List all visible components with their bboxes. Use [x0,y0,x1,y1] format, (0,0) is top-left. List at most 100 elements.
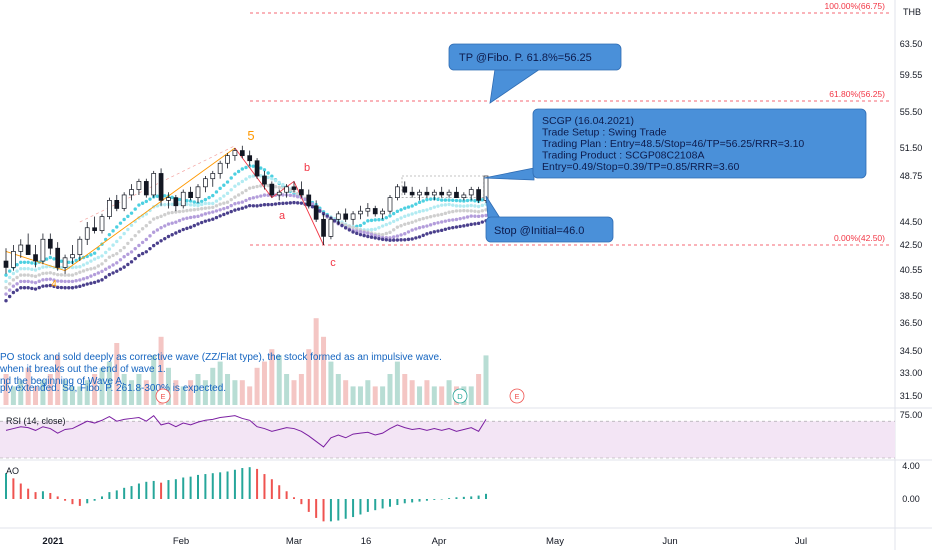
candle[interactable] [136,178,142,195]
candle[interactable] [299,181,304,198]
stop-callout[interactable]: Stop @Initial=46.0 [485,195,614,243]
candle[interactable] [284,184,289,198]
candle[interactable] [276,189,282,201]
setup-callout[interactable]: SCGP (16.04.2021)Trade Setup : Swing Tra… [483,108,867,181]
candle[interactable] [417,189,422,201]
candle[interactable] [151,170,157,198]
ma-dot [399,233,403,237]
candle[interactable] [468,186,474,201]
candle[interactable] [47,233,53,255]
event-marker[interactable]: E [509,388,525,404]
candle-body [99,216,105,231]
ma-dot [439,220,444,224]
candle[interactable] [291,181,297,193]
candles[interactable] [3,145,489,274]
candle[interactable] [129,184,134,201]
tp-callout[interactable]: TP @Fibo. P. 61.8%=56.25 [448,43,622,104]
candle[interactable] [424,186,430,198]
ma-dot [469,222,473,227]
ao-bar [300,499,303,505]
candle[interactable] [476,186,481,204]
candle[interactable] [431,189,437,201]
candle[interactable] [55,242,61,271]
ma-dot [203,206,208,210]
candle[interactable] [358,205,363,220]
candle[interactable] [239,145,245,159]
candle[interactable] [372,205,378,217]
event-marker-letter: E [160,392,165,401]
candle[interactable] [203,176,208,193]
candle[interactable] [173,194,179,212]
candle[interactable] [461,192,467,201]
ma-dot [384,238,389,242]
ma-dot [170,221,174,225]
candle[interactable] [402,181,408,195]
candle[interactable] [365,203,371,217]
ma-dot [78,278,82,282]
candle[interactable] [210,170,216,187]
candle[interactable] [380,208,385,220]
ma-dot [288,193,293,198]
candle[interactable] [446,189,452,198]
candle[interactable] [343,208,349,222]
candle[interactable] [335,211,341,225]
ma-dot [362,233,366,238]
candle-body [114,200,120,209]
candle[interactable] [92,216,97,234]
annotations[interactable]: PO stock and sold deeply as corrective w… [0,43,867,404]
ma-dot [447,198,451,202]
candle[interactable] [84,222,90,245]
ma-dot [81,283,86,287]
candle[interactable] [121,192,127,212]
candle[interactable] [306,189,312,209]
candle[interactable] [395,184,400,201]
candle[interactable] [33,245,38,268]
ma-dot [133,207,137,211]
candle[interactable] [313,200,319,222]
candle[interactable] [195,184,201,204]
candle[interactable] [77,236,83,262]
candle[interactable] [70,245,75,265]
event-marker[interactable]: D [452,388,468,404]
candle[interactable] [254,158,260,179]
event-marker[interactable]: E [155,388,171,404]
candle[interactable] [454,186,459,198]
candle[interactable] [107,197,112,220]
setup-callout-line: Trading Product : SCGP08C2108A [542,150,704,162]
candle[interactable] [247,150,253,166]
candle[interactable] [143,178,149,198]
candle[interactable] [225,153,230,169]
candle[interactable] [232,148,238,161]
candle[interactable] [188,186,193,201]
candle[interactable] [409,186,415,198]
ma-dot [218,202,222,206]
candle[interactable] [62,254,68,274]
candle[interactable] [180,189,186,209]
candle[interactable] [158,168,164,206]
ma-dot [465,209,470,213]
candle[interactable] [25,233,31,255]
candle[interactable] [387,194,393,214]
candle[interactable] [439,186,445,198]
candle[interactable] [18,239,24,258]
candle[interactable] [350,211,356,225]
ma-dot [122,217,126,222]
candle[interactable] [269,181,275,198]
ma-dot [395,234,400,238]
candle[interactable] [3,248,9,274]
candle[interactable] [217,160,223,179]
candle[interactable] [40,233,46,265]
ma-dot [89,259,93,263]
ma-dot [115,269,119,273]
candle[interactable] [99,213,105,234]
candle[interactable] [11,245,16,271]
candle[interactable] [321,213,326,245]
candle[interactable] [166,192,171,209]
candle[interactable] [262,170,267,190]
candle[interactable] [328,216,334,240]
ma-dot [281,182,285,187]
candle[interactable] [114,194,120,212]
ma-dot [251,174,256,178]
